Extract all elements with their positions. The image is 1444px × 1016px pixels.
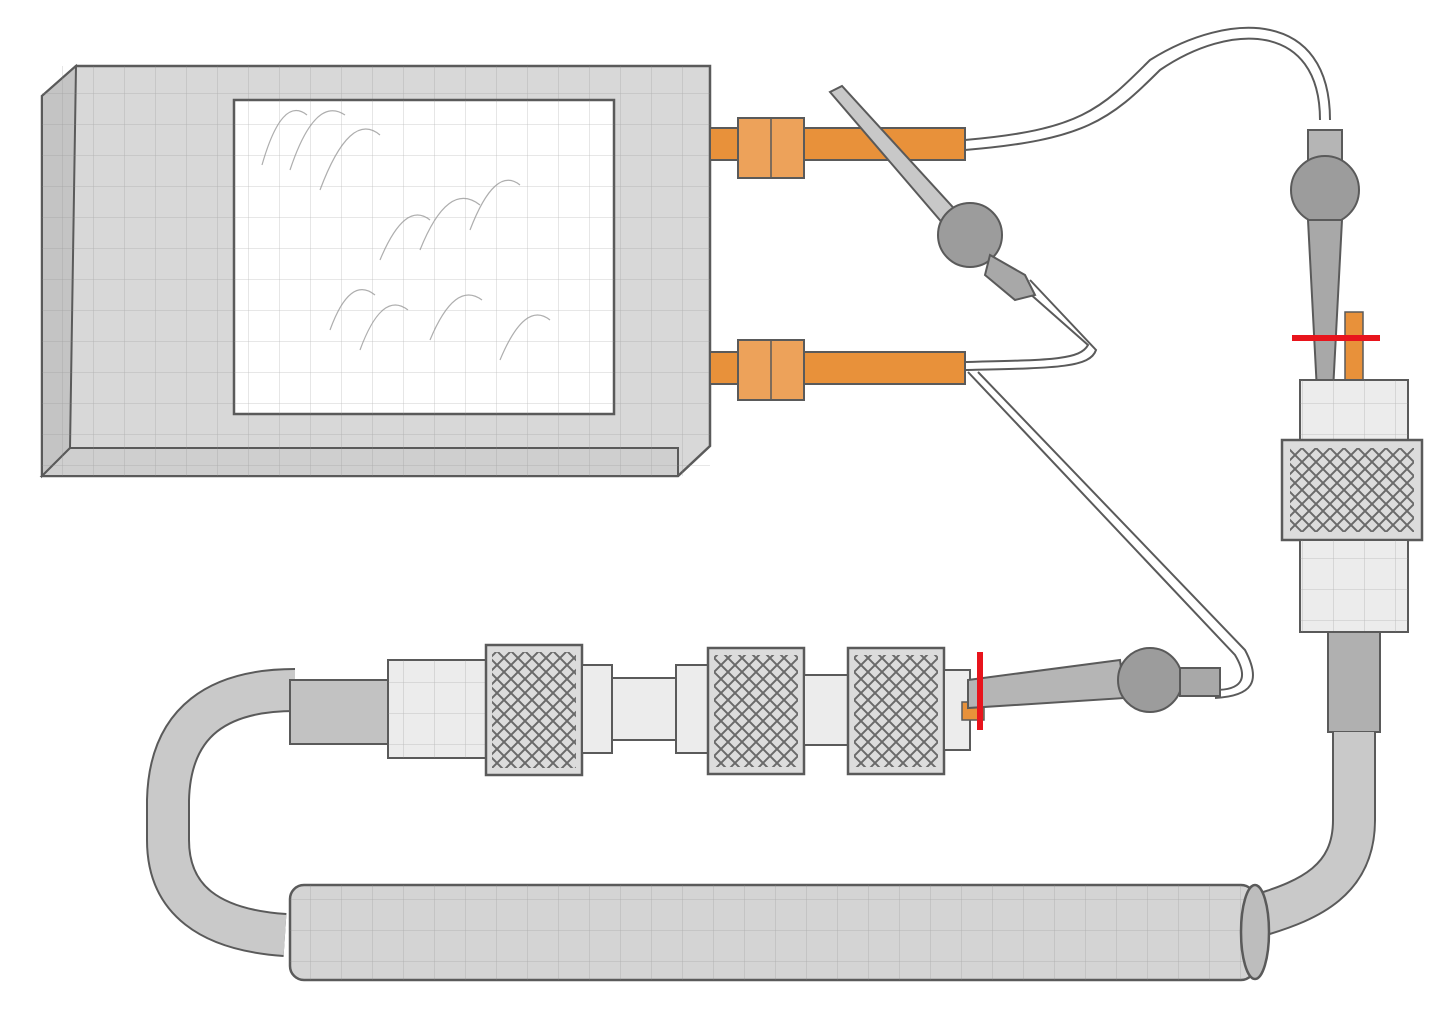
- right-valve: [1290, 129, 1364, 411]
- right-connector-stack: [1280, 379, 1424, 733]
- window-reflection: [261, 110, 551, 361]
- cylinder-column-icon: [288, 883, 1271, 982]
- detector-box-icon: [39, 63, 712, 479]
- valve-icon: [828, 84, 1037, 302]
- red-cut-mark-icon: [977, 335, 1380, 730]
- bottom-connector-chain: [146, 643, 985, 957]
- capillary-tubing: [964, 26, 1331, 699]
- upper-port: [709, 117, 966, 179]
- lower-port: [709, 339, 966, 401]
- right-curved-tube: [1253, 732, 1376, 937]
- bottom-valve: [967, 647, 1221, 713]
